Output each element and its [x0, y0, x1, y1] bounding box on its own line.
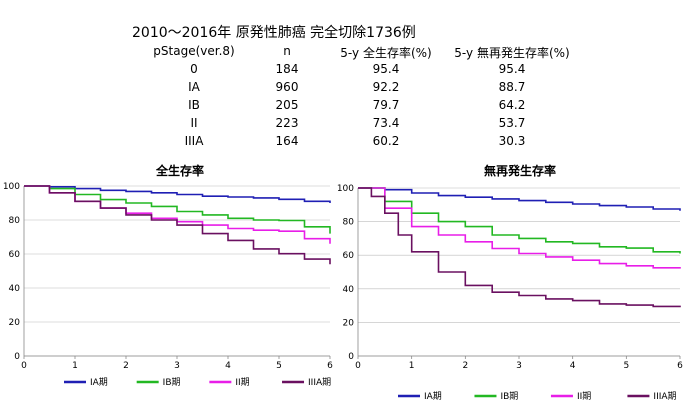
- col-header-stage: pStage(ver.8): [153, 44, 235, 58]
- series-line-0: [358, 187, 681, 211]
- series-line-2: [358, 187, 681, 269]
- cell-stage: II: [190, 116, 198, 130]
- cell-n: 164: [275, 134, 299, 148]
- y-tick-label: 20: [9, 318, 21, 328]
- x-tick-label: 6: [327, 361, 333, 371]
- table-row: 0 184 95.4 95.4: [0, 62, 700, 78]
- series-line-3: [24, 185, 331, 265]
- table-row: IIIA 164 60.2 30.3: [0, 134, 700, 150]
- legend-label: II期: [577, 391, 591, 402]
- cell-os: 60.2: [372, 134, 400, 148]
- cell-n: 205: [275, 98, 299, 112]
- cell-n: 184: [275, 62, 299, 76]
- legend-label: IA期: [90, 377, 108, 388]
- cell-n: 223: [275, 116, 299, 130]
- x-tick-label: 5: [276, 361, 282, 371]
- legend-label: IB期: [500, 391, 518, 402]
- table-row: IB 205 79.7 64.2: [0, 98, 700, 114]
- col-header-n: n: [283, 44, 291, 58]
- cell-stage: IA: [188, 80, 200, 94]
- x-tick-label: 4: [570, 361, 576, 371]
- legend-label: IA期: [424, 391, 442, 402]
- x-tick-label: 2: [123, 361, 129, 371]
- legend-label: II期: [235, 377, 249, 388]
- y-tick-label: 20: [343, 318, 355, 328]
- y-tick-label: 100: [3, 182, 20, 192]
- plot-area: [358, 188, 680, 356]
- y-tick-label: 0: [14, 352, 20, 362]
- cell-rfs: 53.7: [498, 116, 526, 130]
- y-tick-label: 60: [9, 250, 21, 260]
- y-tick-label: 60: [343, 251, 355, 261]
- cell-rfs: 88.7: [498, 80, 526, 94]
- cell-stage: IB: [188, 98, 200, 112]
- y-tick-label: 100: [337, 184, 354, 194]
- cell-os: 92.2: [372, 80, 400, 94]
- col-header-rfs: 5-y 無再発生存率(%): [454, 46, 570, 60]
- x-tick-label: 0: [21, 361, 27, 371]
- col-header-os: 5-y 全生存率(%): [340, 46, 432, 60]
- series-line-3: [358, 187, 681, 308]
- cell-rfs: 30.3: [498, 134, 526, 148]
- cell-os: 79.7: [372, 98, 400, 112]
- cell-rfs: 64.2: [498, 98, 526, 112]
- y-tick-label: 80: [343, 218, 355, 228]
- table-header-row: pStage(ver.8) n 5-y 全生存率(%) 5-y 無再発生存率(%…: [0, 44, 700, 60]
- chart-title-os: 全生存率: [155, 164, 205, 178]
- y-tick-label: 0: [348, 352, 354, 362]
- y-tick-label: 40: [9, 284, 21, 294]
- y-tick-label: 40: [343, 285, 355, 295]
- x-tick-label: 1: [72, 361, 78, 371]
- y-tick-label: 80: [9, 216, 21, 226]
- cell-stage: IIIA: [184, 134, 204, 148]
- cell-rfs: 95.4: [498, 62, 526, 76]
- x-tick-label: 6: [677, 361, 683, 371]
- cell-os: 95.4: [372, 62, 400, 76]
- legend-label: IB期: [163, 377, 181, 388]
- table-row: IA 960 92.2 88.7: [0, 80, 700, 96]
- page-title: 2010～2016年 原発性肺癌 完全切除1736例: [132, 25, 416, 41]
- legend-label: IIIA期: [653, 391, 676, 402]
- cell-stage: 0: [190, 62, 198, 76]
- cell-n: 960: [275, 80, 299, 94]
- chart-title-rfs: 無再発生存率: [483, 164, 557, 178]
- cell-os: 73.4: [372, 116, 400, 130]
- legend-label: IIIA期: [308, 377, 331, 388]
- table-row: II 223 73.4 53.7: [0, 116, 700, 132]
- x-tick-label: 0: [355, 361, 361, 371]
- x-tick-label: 1: [409, 361, 415, 371]
- x-tick-label: 3: [516, 361, 522, 371]
- x-tick-label: 4: [225, 361, 231, 371]
- x-tick-label: 2: [462, 361, 468, 371]
- x-tick-label: 5: [623, 361, 629, 371]
- plot-area: [24, 186, 330, 356]
- x-tick-label: 3: [174, 361, 180, 371]
